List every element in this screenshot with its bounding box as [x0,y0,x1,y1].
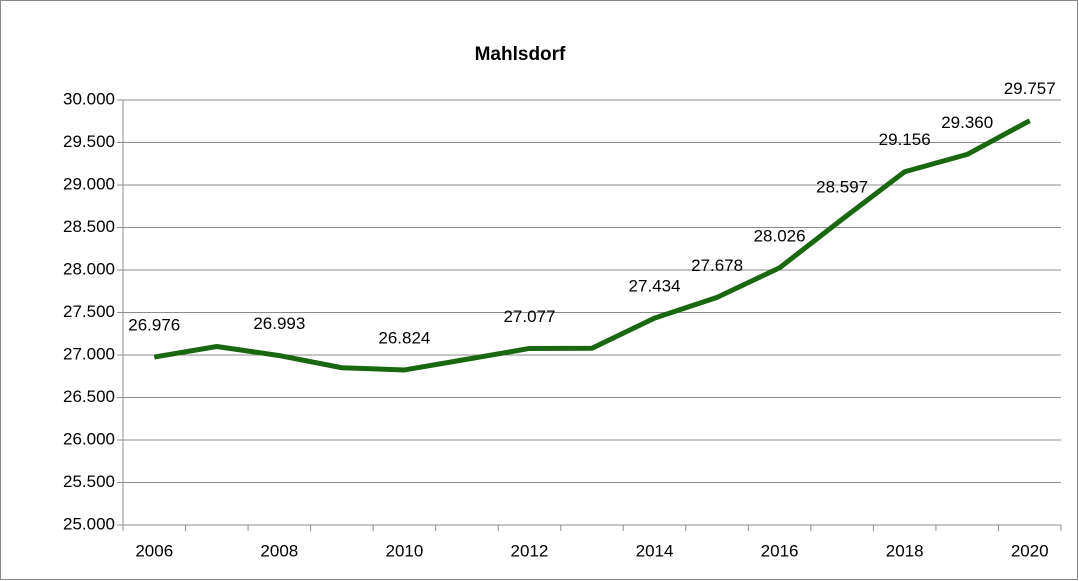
y-tick-label: 27.500 [63,302,115,321]
y-tick-label: 29.000 [63,174,115,193]
x-tick-label: 2012 [511,541,549,560]
x-tick-label: 2008 [260,541,298,560]
data-label: 27.077 [503,307,555,326]
data-label: 27.434 [629,277,681,296]
y-tick-label: 30.000 [63,89,115,108]
data-label: 26.993 [253,314,305,333]
x-tick-label: 2020 [1011,541,1049,560]
data-label: 29.156 [879,130,931,149]
data-label: 28.026 [754,226,806,245]
data-label: 29.757 [1004,79,1056,98]
y-tick-label: 28.500 [63,217,115,236]
x-tick-label: 2016 [761,541,799,560]
y-tick-label: 29.500 [63,132,115,151]
x-tick-label: 2018 [886,541,924,560]
y-tick-label: 25.500 [63,472,115,491]
x-tick-label: 2006 [135,541,173,560]
x-tick-label: 2014 [636,541,674,560]
chart-title: Mahlsdorf [475,44,566,65]
data-label: 26.976 [128,316,180,335]
y-tick-label: 27.000 [63,344,115,363]
data-label: 28.597 [816,178,868,197]
line [153,118,1031,373]
y-tick-label: 26.000 [63,429,115,448]
y-tick-label: 26.500 [63,387,115,406]
y-tick-label: 25.000 [63,514,115,533]
data-label: 29.360 [941,113,993,132]
x-tick-label: 2010 [385,541,423,560]
y-tick-label: 28.000 [63,259,115,278]
data-label: 27.678 [691,256,743,275]
data-label: 26.824 [378,328,430,347]
